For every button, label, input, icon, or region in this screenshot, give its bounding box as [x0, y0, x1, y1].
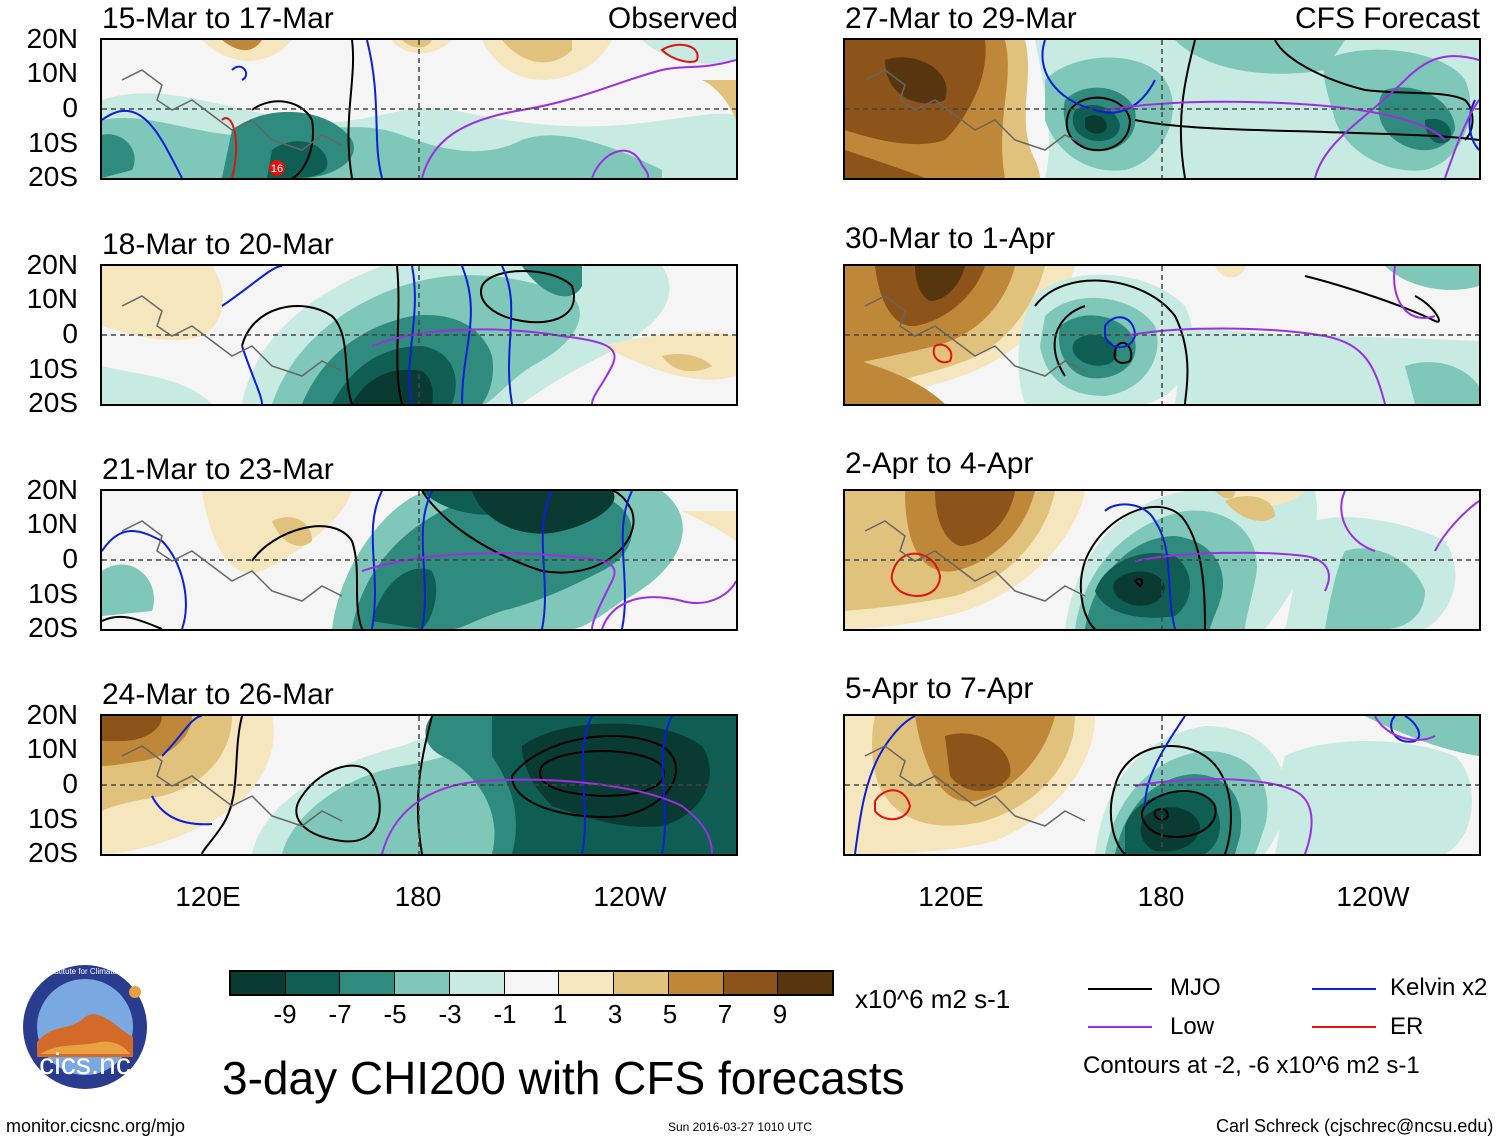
contours-note: Contours at -2, -6 x10^6 m2 s-1 [1083, 1052, 1420, 1079]
lat-20n-p1: 20N [26, 23, 78, 54]
legend-kelvin-label: Kelvin x2 [1390, 974, 1488, 1001]
colorbar-swatch [778, 972, 833, 994]
panel-3-title: 21-Mar to 23-Mar [102, 453, 334, 486]
colorbar-label: 3 [607, 999, 623, 1029]
lat-20s-p4: 20S [28, 837, 78, 868]
colorbar-label: -7 [328, 999, 352, 1029]
colorbar-swatch [723, 972, 779, 994]
lat-20s-p1: 20S [28, 161, 78, 192]
panel-2-title: 18-Mar to 20-Mar [102, 228, 334, 261]
lat-0-p2: 0 [62, 318, 78, 349]
lon-180-right: 180 [1137, 881, 1185, 912]
lat-0-p4: 0 [62, 768, 78, 799]
lat-20s-p2: 20S [28, 387, 78, 418]
logo-ring-text: Cooperative Institute for Climate and Sa… [10, 967, 160, 976]
panel-1-map: 16 [100, 38, 738, 180]
lat-20n-p4: 20N [26, 699, 78, 730]
lat-10n-p3: 10N [26, 508, 78, 539]
colorbar-label: 7 [717, 999, 733, 1029]
lon-120w-right: 120W [1336, 881, 1410, 912]
lat-10n-p2: 10N [26, 283, 78, 314]
colorbar-swatch [504, 972, 560, 994]
lat-20s-p3: 20S [28, 612, 78, 643]
panel-2-map [100, 264, 738, 406]
panel-4-title: 24-Mar to 26-Mar [102, 678, 334, 711]
lat-10n-p1: 10N [26, 57, 78, 88]
legend-er-line [1312, 1026, 1376, 1028]
lat-10s-p1: 10S [28, 127, 78, 158]
footer-timestamp: Sun 2016-03-27 1010 UTC [668, 1120, 813, 1134]
colorbar-label: 5 [662, 999, 678, 1029]
colorbar-swatch [614, 972, 669, 994]
colorbar-label: 9 [772, 999, 788, 1029]
legend-mjo-label: MJO [1170, 974, 1221, 1001]
logo-text: cics.nc [39, 1048, 131, 1081]
footer-author: Carl Schreck (cjschrec@ncsu.edu) [1216, 1116, 1494, 1136]
panel-6-title: 30-Mar to 1-Apr [845, 222, 1056, 255]
colorbar-label: -9 [273, 999, 297, 1029]
colorbar-units: x10^6 m2 s-1 [855, 984, 1011, 1014]
lat-0-p3: 0 [62, 543, 78, 574]
panel-1-title: 15-Mar to 17-Mar [102, 2, 334, 35]
main-title: 3-day CHI200 with CFS forecasts [222, 1052, 905, 1104]
lat-0-p1: 0 [62, 92, 78, 123]
lon-180-left: 180 [394, 881, 442, 912]
panel-7-map [843, 489, 1481, 631]
colorbar [229, 970, 834, 996]
panel-5-map [843, 38, 1481, 180]
legend-low-label: Low [1170, 1013, 1215, 1040]
panel-5-title: 27-Mar to 29-Mar [845, 2, 1077, 35]
colorbar-label: 1 [552, 999, 568, 1029]
colorbar-swatch [231, 972, 286, 994]
colorbar-label: -5 [383, 999, 407, 1029]
panel-4-map [100, 714, 738, 856]
panel-8-title: 5-Apr to 7-Apr [845, 672, 1034, 705]
lat-10n-p4: 10N [26, 733, 78, 764]
colorbar-swatch [668, 972, 724, 994]
colorbar-label: -1 [493, 999, 517, 1029]
lon-120e-right: 120E [918, 881, 984, 912]
colorbar-swatch [449, 972, 505, 994]
legend-mjo-line [1088, 988, 1152, 990]
colorbar-label: -3 [438, 999, 462, 1029]
colorbar-swatch [285, 972, 341, 994]
cfs-forecast-label: CFS Forecast [1294, 2, 1480, 35]
cicsnc-logo[interactable]: cics.nc Cooperative Institute for Climat… [3, 962, 167, 1092]
legend-er-label: ER [1390, 1013, 1424, 1040]
colorbar-swatch [340, 972, 396, 994]
panel-7-title: 2-Apr to 4-Apr [845, 447, 1034, 480]
legend-kelvin-line [1312, 988, 1376, 990]
lat-10s-p4: 10S [28, 803, 78, 834]
colorbar-swatch [395, 972, 450, 994]
lat-20n-p2: 20N [26, 249, 78, 280]
legend-low-line [1088, 1026, 1152, 1028]
panel-6-map [843, 264, 1481, 406]
lat-10s-p3: 10S [28, 578, 78, 609]
lon-120e-left: 120E [175, 881, 241, 912]
storm-label: 16 [271, 163, 283, 175]
lon-120w-left: 120W [593, 881, 667, 912]
panel-3-map [100, 489, 738, 631]
lat-20n-p3: 20N [26, 474, 78, 505]
panel-8-map [843, 714, 1481, 856]
observed-label: Observed [607, 2, 738, 35]
footer-url[interactable]: monitor.cicsnc.org/mjo [6, 1116, 186, 1136]
lat-10s-p2: 10S [28, 353, 78, 384]
colorbar-swatch [559, 972, 615, 994]
